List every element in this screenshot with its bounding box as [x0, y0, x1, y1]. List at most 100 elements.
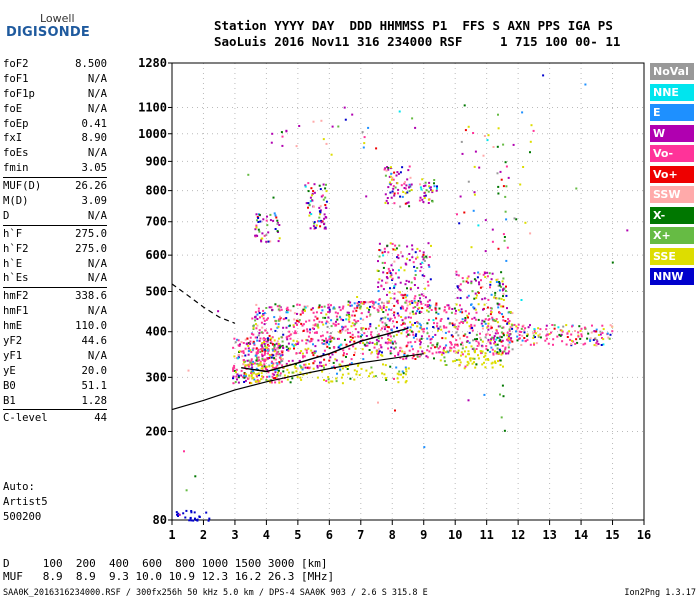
echo-point	[589, 338, 592, 341]
echo-point	[256, 339, 259, 342]
echo-point	[256, 219, 259, 222]
echo-point	[380, 308, 383, 311]
param-row: h`Es N/A	[3, 271, 107, 286]
echo-point	[481, 340, 484, 343]
echo-point	[301, 311, 304, 314]
echo-point	[443, 356, 446, 359]
echo-point	[470, 280, 473, 283]
echo-point	[404, 187, 407, 190]
echo-point	[394, 340, 396, 343]
echo-point	[420, 302, 423, 305]
echo-point	[259, 360, 262, 363]
echo-point	[497, 185, 500, 188]
echo-point	[387, 334, 390, 337]
echo-point	[404, 322, 406, 325]
echo-point	[276, 362, 279, 365]
echo-point	[414, 335, 417, 337]
echo-point	[255, 356, 258, 359]
echo-point	[489, 341, 492, 344]
echo-point	[252, 372, 255, 375]
echo-point	[417, 307, 420, 310]
echo-point	[262, 349, 265, 352]
echo-point	[276, 305, 279, 308]
echo-point	[266, 340, 269, 343]
echo-point	[392, 178, 395, 181]
echo-point	[413, 284, 416, 286]
echo-point	[305, 202, 308, 205]
echo-point	[424, 181, 427, 184]
echo-point	[393, 292, 396, 295]
echo-point	[362, 342, 365, 344]
echo-point	[445, 344, 448, 347]
echo-point	[184, 516, 187, 519]
echo-point	[395, 321, 398, 324]
echo-point	[275, 352, 278, 355]
echo-point	[257, 228, 260, 231]
echo-point	[472, 347, 475, 350]
echo-point	[392, 187, 395, 190]
param-row: h`E N/A	[3, 257, 107, 272]
echo-point	[296, 303, 299, 306]
echo-point	[455, 339, 458, 342]
echo-point	[256, 357, 259, 360]
echo-point	[397, 291, 400, 293]
echo-point	[412, 324, 414, 327]
echo-point	[399, 349, 401, 352]
echo-point	[274, 358, 277, 361]
echo-point	[420, 188, 423, 191]
echo-point	[501, 313, 503, 316]
echo-point	[490, 346, 493, 349]
echo-point	[455, 303, 458, 306]
echo-point	[501, 280, 504, 283]
echo-point	[396, 326, 398, 329]
echo-point	[474, 338, 476, 341]
echo-point	[432, 326, 435, 328]
echo-point	[335, 359, 338, 362]
echo-point	[277, 369, 280, 372]
x-tick-label: 5	[294, 528, 301, 542]
echo-point	[497, 360, 499, 363]
echo-point	[467, 353, 470, 356]
echo-point	[450, 334, 453, 337]
echo-point	[272, 349, 275, 352]
echo-point	[349, 335, 352, 338]
echo-point	[289, 309, 292, 312]
echo-point	[332, 322, 335, 325]
echo-point	[252, 340, 255, 343]
echo-point	[422, 201, 425, 203]
echo-point	[315, 224, 318, 227]
echo-point	[516, 326, 519, 329]
echo-point	[505, 294, 508, 297]
echo-point	[375, 338, 378, 341]
echo-point	[523, 331, 526, 334]
echo-point	[485, 333, 488, 336]
echo-point	[357, 364, 359, 367]
echo-point	[367, 311, 370, 314]
echo-point	[258, 312, 261, 314]
echo-point	[453, 307, 456, 310]
echo-point	[467, 180, 470, 183]
echo-point	[442, 348, 445, 351]
echo-point	[341, 373, 344, 376]
echo-point	[311, 307, 314, 310]
echo-point	[463, 211, 466, 214]
echo-point	[256, 379, 259, 382]
echo-point	[506, 246, 509, 249]
echo-point	[372, 302, 374, 304]
echo-point	[498, 312, 501, 315]
echo-point	[264, 352, 266, 355]
echo-point	[513, 217, 516, 220]
echo-point	[599, 333, 602, 336]
echo-point	[428, 181, 431, 184]
echo-point	[364, 344, 367, 347]
echo-point	[498, 289, 501, 292]
echo-point	[304, 184, 307, 187]
echo-point	[401, 166, 404, 169]
autoscaling-info: Auto: Artist5 500200	[3, 480, 48, 525]
echo-point	[537, 335, 540, 338]
echo-point	[388, 175, 391, 178]
auto-code: 500200	[3, 511, 42, 523]
echo-point	[371, 341, 374, 344]
echo-point	[457, 349, 460, 352]
echo-point	[263, 323, 266, 326]
